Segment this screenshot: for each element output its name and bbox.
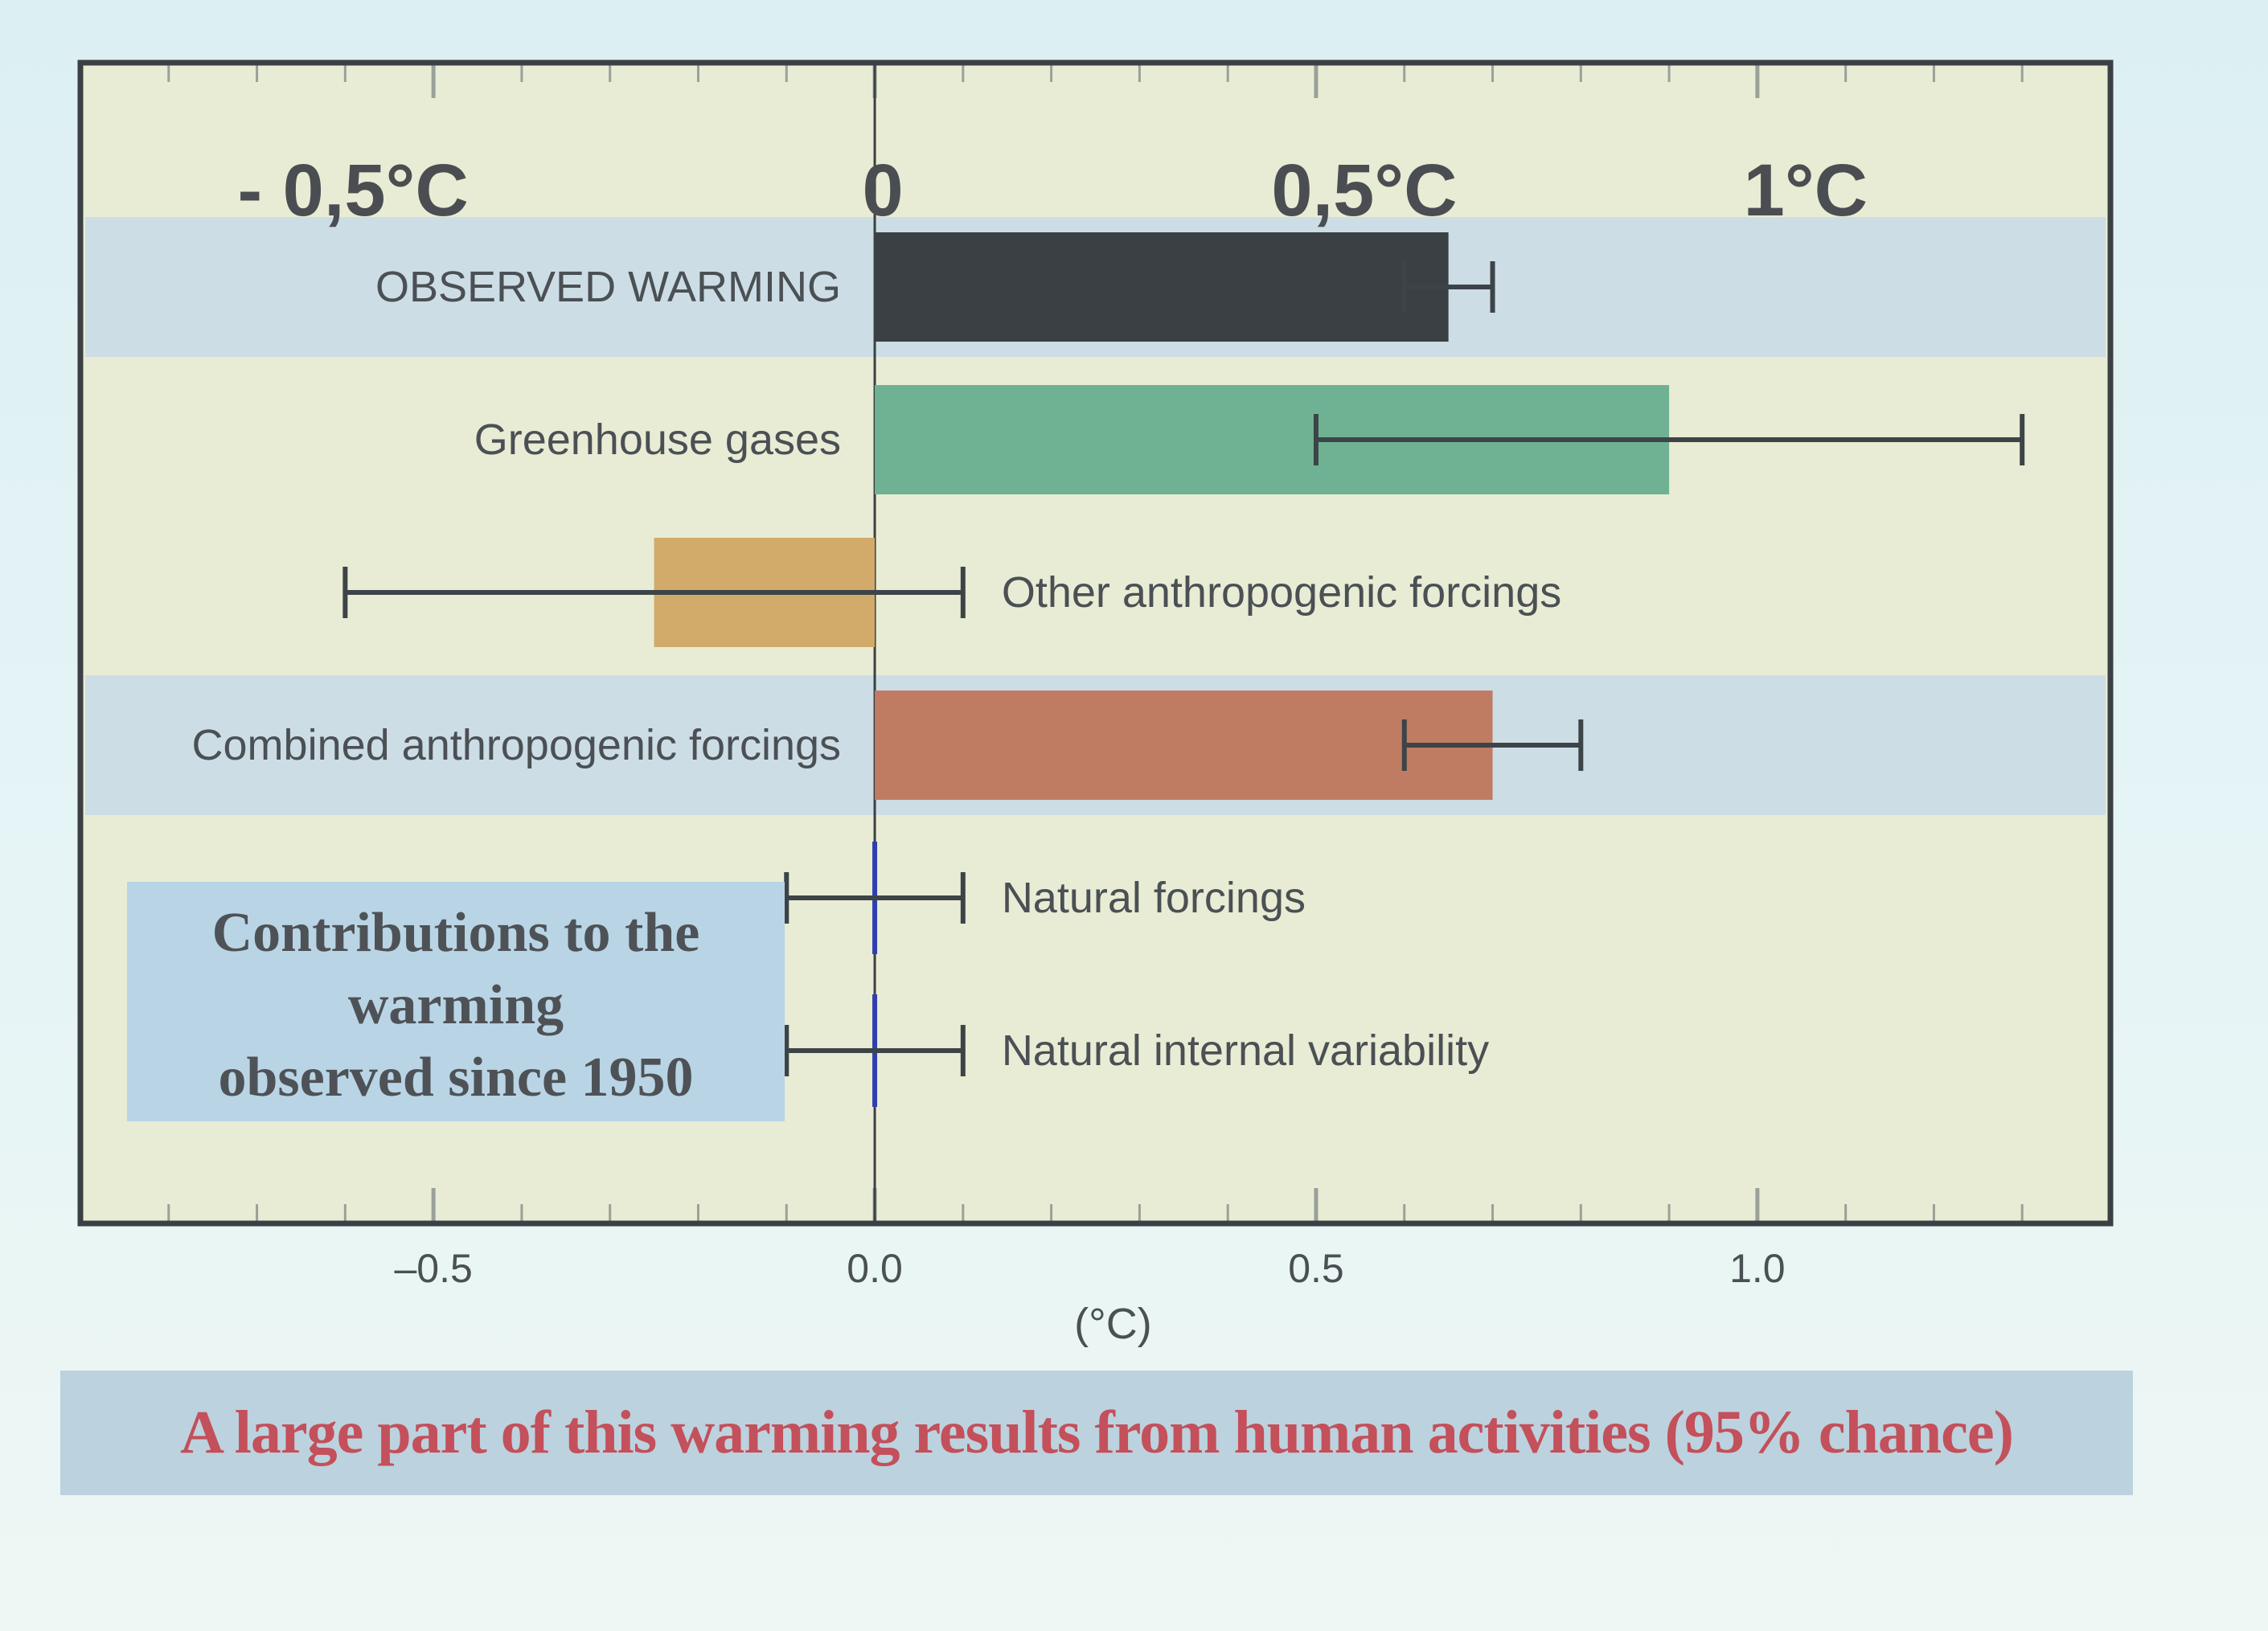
bar (875, 691, 1493, 800)
bar-label: OBSERVED WARMING (375, 263, 841, 311)
bar-label: Greenhouse gases (474, 416, 841, 464)
caption-banner: A large part of this warming results fro… (60, 1371, 2133, 1495)
x-tick-label: –0.5 (394, 1246, 472, 1291)
bar-label: Natural forcings (1002, 874, 1306, 922)
bar-label: Combined anthropogenic forcings (192, 721, 842, 769)
bar (875, 232, 1449, 342)
inset-title-line: Contributions to the (212, 902, 700, 964)
inset-box (127, 882, 785, 1121)
x-tick-label: 1.0 (1729, 1246, 1786, 1291)
inset-title-line: observed since 1950 (218, 1047, 693, 1109)
bar-label: Other anthropogenic forcings (1002, 568, 1561, 617)
plot-frame (77, 59, 2114, 1227)
top-tick-label: 1°C (1744, 150, 1868, 232)
caption-text: A large part of this warming results fro… (180, 1399, 2014, 1466)
inset-title-line: warming (348, 974, 564, 1036)
top-tick-label: - 0,5°C (237, 150, 468, 232)
x-tick-label: 0.0 (847, 1246, 903, 1291)
x-tick-label: 0.5 (1288, 1246, 1344, 1291)
top-tick-label: 0 (862, 150, 903, 232)
bar-label: Natural internal variability (1002, 1027, 1489, 1075)
top-tick-label: 0,5°C (1271, 150, 1457, 232)
x-axis-label: (°C) (1074, 1300, 1152, 1348)
